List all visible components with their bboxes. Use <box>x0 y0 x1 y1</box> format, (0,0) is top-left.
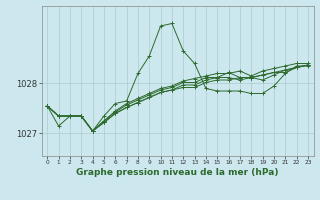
X-axis label: Graphe pression niveau de la mer (hPa): Graphe pression niveau de la mer (hPa) <box>76 168 279 177</box>
